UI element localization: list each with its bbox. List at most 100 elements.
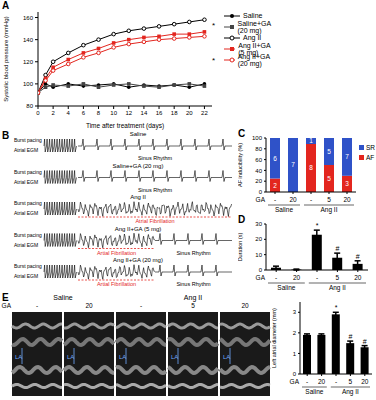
svg-text:Saline: Saline: [305, 388, 323, 395]
svg-text:Saline: Saline: [277, 284, 295, 291]
svg-text:Sinus Rhythm: Sinus Rhythm: [176, 281, 211, 287]
svg-text:#: #: [348, 333, 352, 340]
svg-text:-: -: [335, 378, 337, 385]
svg-text:0: 0: [259, 267, 263, 273]
svg-text:Saline: Saline: [53, 294, 73, 301]
svg-text:LA: LA: [223, 354, 230, 360]
svg-text:Atrial EGM: Atrial EGM: [14, 179, 38, 185]
svg-text:-: -: [316, 274, 318, 281]
svg-text:100: 100: [23, 81, 34, 87]
svg-text:20: 20: [318, 378, 326, 385]
svg-text:2: 2: [273, 182, 277, 189]
svg-text:Atrial EGM: Atrial EGM: [14, 147, 38, 153]
svg-text:160: 160: [23, 15, 34, 21]
svg-text:20: 20: [85, 302, 93, 309]
svg-text:Sinus Rhythm: Sinus Rhythm: [138, 187, 173, 193]
svg-text:Ang II+GA (5 mg): Ang II+GA (5 mg): [115, 226, 162, 232]
svg-text:LA: LA: [67, 354, 74, 360]
svg-text:Ang II: Ang II: [184, 294, 202, 302]
svg-text:Ang II: Ang II: [329, 284, 346, 292]
svg-text:6: 6: [273, 155, 277, 162]
svg-text:20: 20: [241, 302, 249, 309]
svg-text:140: 140: [23, 37, 34, 43]
svg-text:Left atrial diameter (mm): Left atrial diameter (mm): [272, 308, 277, 368]
svg-text:5: 5: [327, 148, 331, 155]
svg-text:60: 60: [255, 157, 262, 163]
svg-text:GA: GA: [256, 274, 266, 281]
svg-text:0: 0: [259, 189, 263, 195]
svg-text:LA: LA: [171, 354, 178, 360]
svg-text:80: 80: [26, 103, 33, 109]
svg-text:#: #: [335, 245, 339, 252]
svg-text:Sinus Rhythm: Sinus Rhythm: [138, 155, 173, 161]
svg-text:-: -: [140, 302, 142, 309]
svg-text:Sinus Rhythm: Sinus Rhythm: [176, 250, 211, 256]
svg-text:2: 2: [293, 330, 297, 336]
svg-text:Burst pacing: Burst pacing: [14, 200, 42, 206]
svg-text:*: *: [316, 222, 319, 229]
svg-text:Artial Fibrillation: Artial Fibrillation: [97, 250, 136, 256]
svg-text:20: 20: [289, 196, 297, 203]
svg-text:16: 16: [156, 110, 163, 116]
svg-text:-: -: [310, 196, 312, 203]
svg-text:Atrial EGM: Atrial EGM: [14, 273, 38, 279]
svg-text:0: 0: [36, 110, 40, 116]
svg-text:Burst pacing: Burst pacing: [14, 169, 42, 175]
svg-text:5: 5: [336, 274, 340, 281]
svg-text:*: *: [335, 304, 338, 311]
svg-text:GA: GA: [256, 196, 266, 203]
svg-text:0: 0: [293, 371, 297, 377]
svg-text:Duration (s): Duration (s): [238, 232, 243, 261]
svg-text:GA: GA: [290, 378, 300, 385]
svg-text:10: 10: [110, 110, 117, 116]
svg-text:80: 80: [255, 146, 262, 152]
svg-text:Ang II: Ang II: [321, 206, 338, 214]
svg-text:20: 20: [343, 196, 351, 203]
svg-text:#: #: [363, 338, 367, 345]
svg-text:LA: LA: [15, 354, 22, 360]
svg-text:Burst pacing: Burst pacing: [14, 137, 42, 143]
svg-text:Time after treatment (days): Time after treatment (days): [86, 122, 164, 130]
svg-text:20: 20: [354, 274, 362, 281]
svg-text:Ang II: Ang II: [342, 388, 359, 396]
svg-text:Systolic blood pressure (mmHg): Systolic blood pressure (mmHg): [8, 16, 9, 101]
svg-text:6: 6: [82, 110, 86, 116]
svg-text:5: 5: [327, 175, 331, 182]
svg-text:LA: LA: [119, 354, 126, 360]
svg-text:GA: GA: [8, 302, 12, 309]
svg-text:1: 1: [293, 351, 297, 357]
svg-text:Atrial Fibrillation: Atrial Fibrillation: [135, 218, 174, 224]
svg-text:14: 14: [141, 110, 148, 116]
svg-text:8: 8: [309, 164, 313, 171]
svg-text:Saline+GA (20 mg): Saline+GA (20 mg): [113, 163, 164, 169]
svg-text:AF inducibility (%): AF inducibility (%): [238, 143, 243, 187]
svg-text:8: 8: [97, 110, 101, 116]
svg-text:-: -: [275, 274, 277, 281]
svg-text:22: 22: [201, 110, 208, 116]
svg-text:1: 1: [309, 137, 313, 144]
svg-text:Ang II: Ang II: [130, 194, 146, 200]
svg-text:40: 40: [255, 168, 262, 174]
svg-text:2: 2: [51, 110, 55, 116]
svg-text:-: -: [36, 302, 38, 309]
svg-text:20: 20: [255, 178, 262, 184]
svg-text:-: -: [306, 378, 308, 385]
svg-text:20: 20: [361, 378, 368, 385]
svg-text:12: 12: [125, 110, 132, 116]
svg-text:7: 7: [345, 153, 349, 160]
svg-text:-: -: [274, 196, 276, 203]
svg-text:Ang II+GA (20 mg): Ang II+GA (20 mg): [113, 257, 163, 263]
svg-text:20: 20: [255, 236, 262, 242]
svg-text:Atrial EGM: Atrial EGM: [14, 210, 38, 216]
svg-text:30: 30: [255, 221, 262, 227]
svg-text:7: 7: [291, 161, 295, 168]
svg-text:Burst pacing: Burst pacing: [14, 232, 42, 238]
svg-text:Saline: Saline: [275, 206, 293, 213]
svg-text:120: 120: [23, 59, 34, 65]
svg-text:4: 4: [67, 110, 71, 116]
svg-text:#: #: [356, 253, 360, 260]
svg-text:Burst pacing: Burst pacing: [14, 263, 42, 269]
svg-text:20: 20: [186, 110, 193, 116]
svg-text:5: 5: [327, 196, 331, 203]
svg-text:3: 3: [293, 309, 297, 315]
